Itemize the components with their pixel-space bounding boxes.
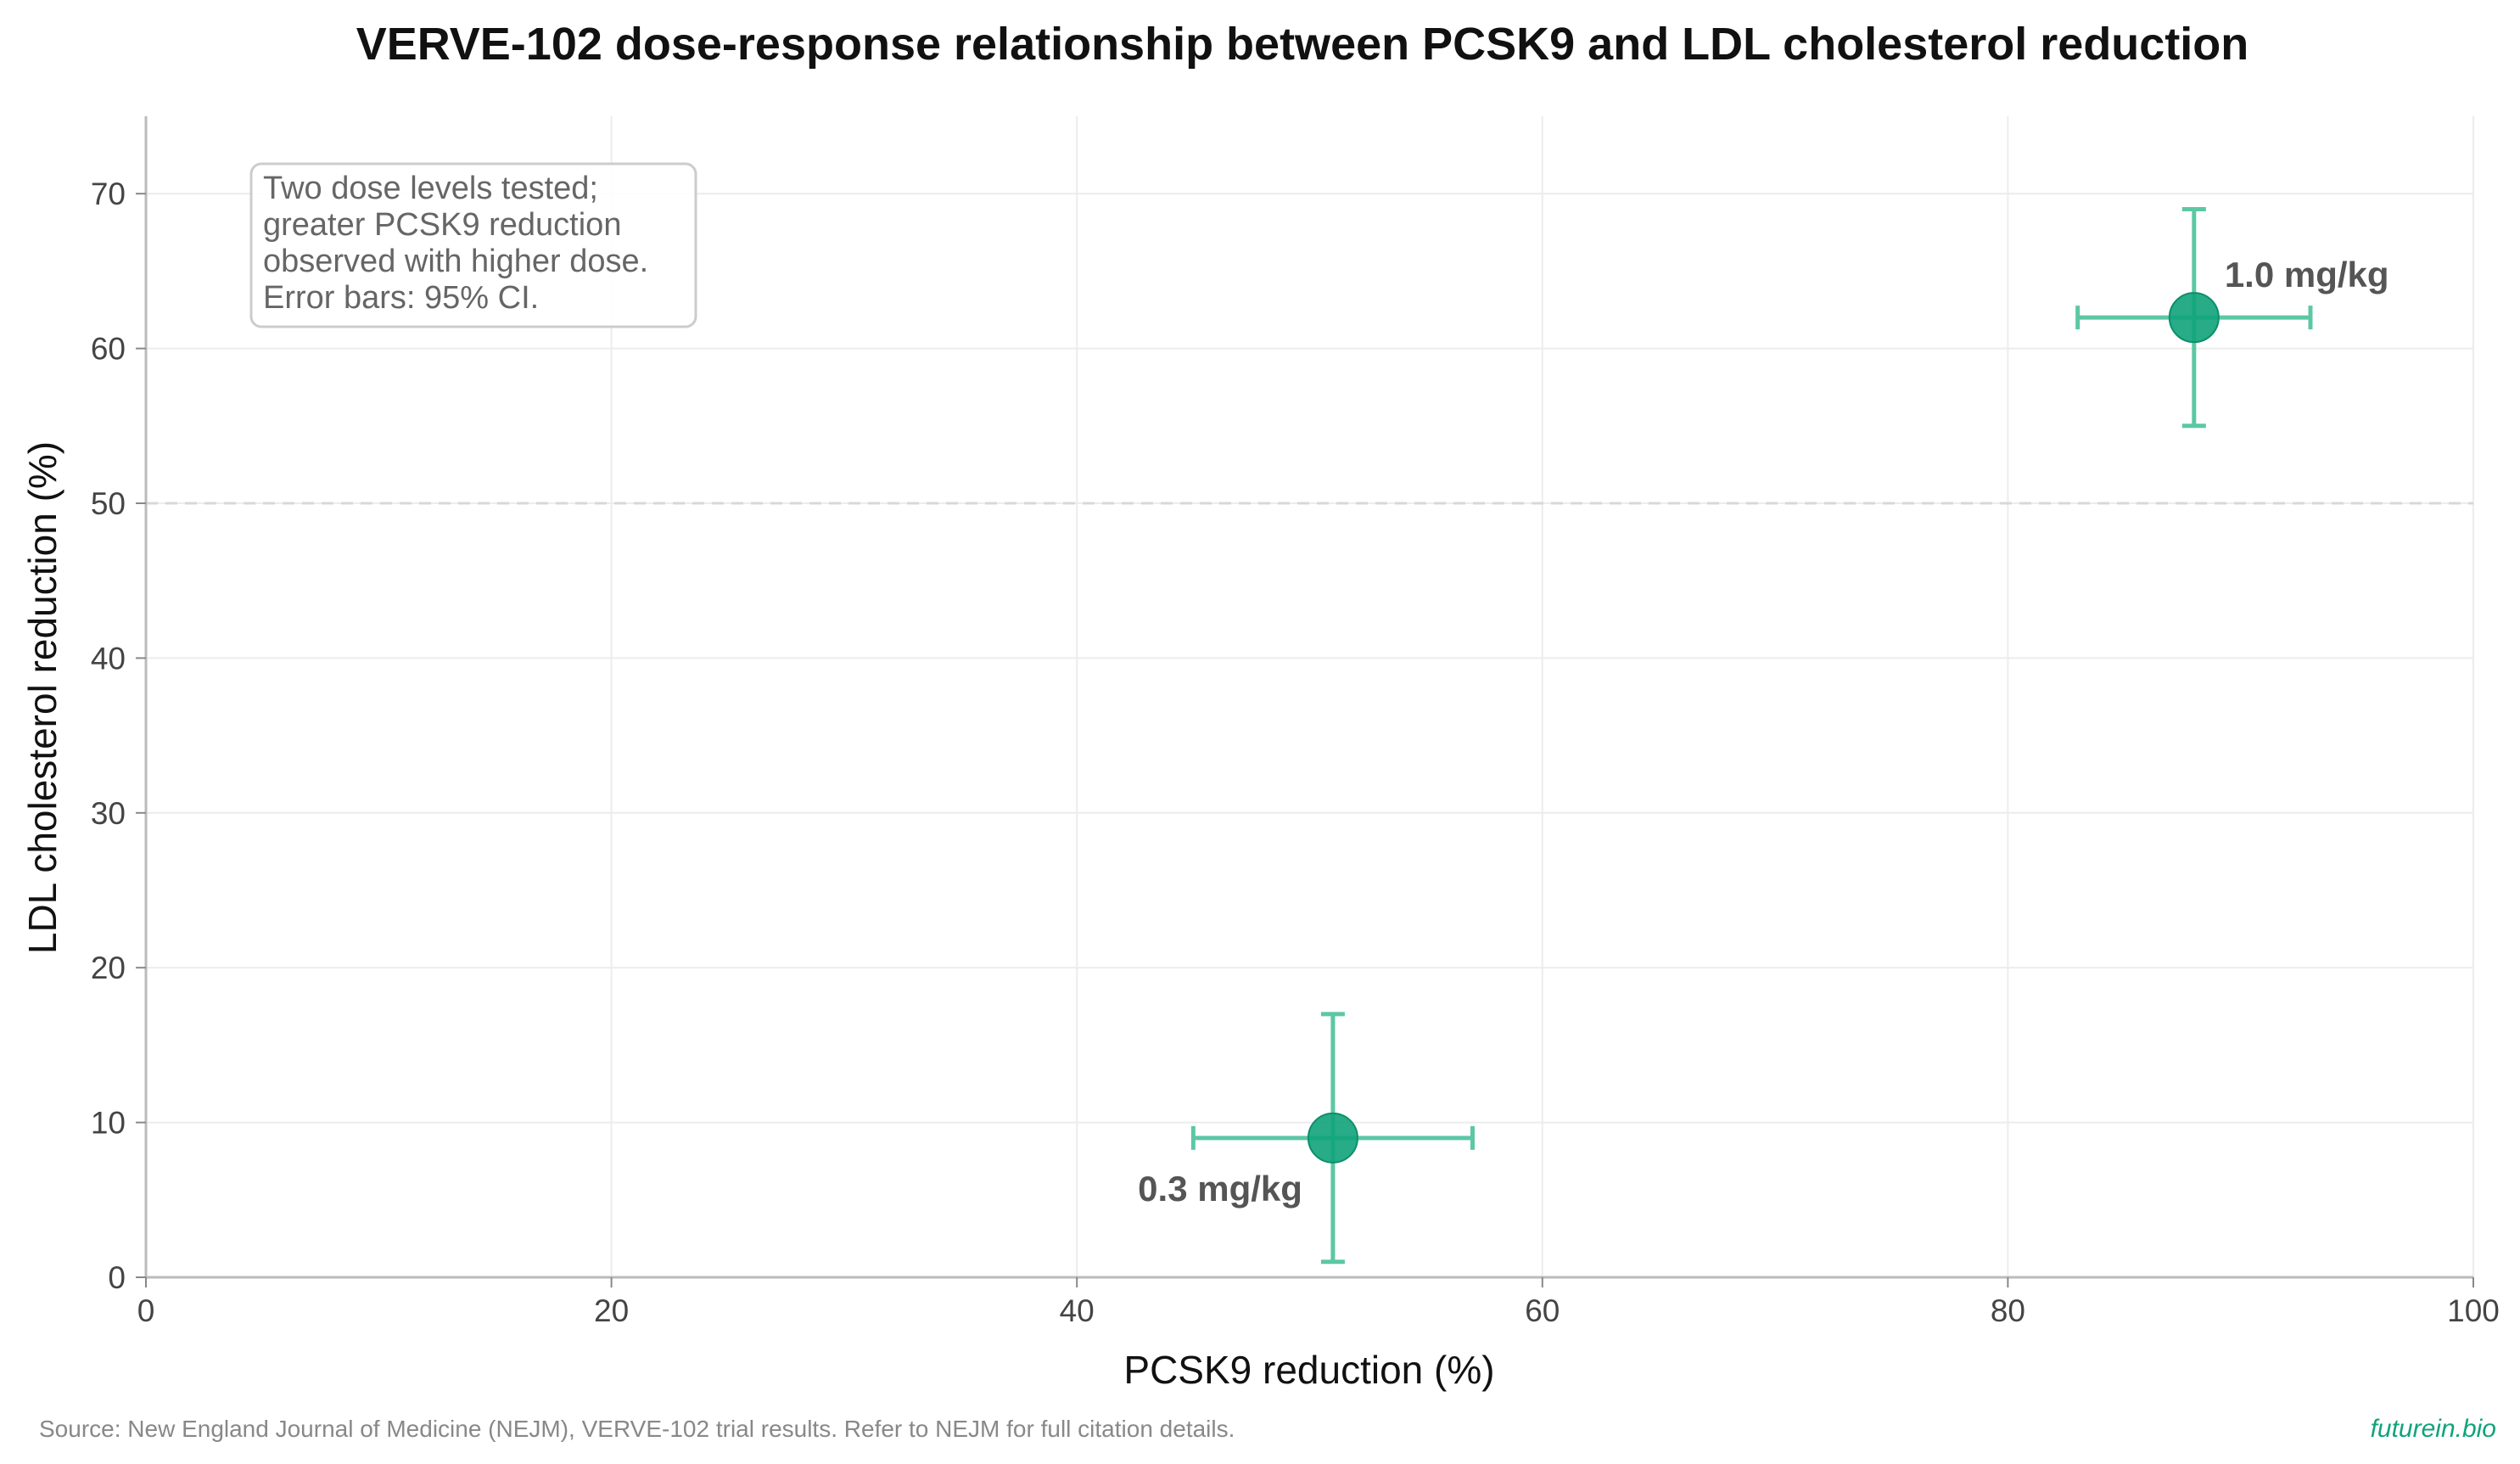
x-tick-label: 40 bbox=[1060, 1293, 1095, 1328]
x-tick-label: 60 bbox=[1525, 1293, 1560, 1328]
annotation-line: Two dose levels tested; bbox=[263, 171, 598, 206]
data-point-marker bbox=[1307, 1112, 1358, 1164]
axes bbox=[144, 116, 2473, 1279]
x-tick-label: 20 bbox=[594, 1293, 629, 1328]
data-point-group: 1.0 mg/kg bbox=[2075, 206, 2389, 429]
y-tick-label: 70 bbox=[91, 177, 126, 211]
data-point-label: 0.3 mg/kg bbox=[1138, 1169, 1302, 1209]
y-tick-label: 50 bbox=[91, 486, 126, 521]
data-point-marker bbox=[2168, 292, 2220, 344]
y-tick-label: 10 bbox=[91, 1106, 126, 1141]
y-tick-label: 60 bbox=[91, 332, 126, 367]
x-tick-label: 0 bbox=[137, 1293, 155, 1328]
y-tick-label: 0 bbox=[108, 1260, 126, 1295]
chart-title: VERVE-102 dose-response relationship bet… bbox=[356, 19, 2249, 70]
x-tick-label: 100 bbox=[2447, 1293, 2500, 1328]
y-axis-label: LDL cholesterol reduction (%) bbox=[20, 441, 64, 954]
annotation-frame bbox=[249, 162, 697, 328]
ticks: 0 20 40 60 80 100 0 10 20 30 40 50 60 70 bbox=[91, 177, 2500, 1328]
y-tick-label: 30 bbox=[91, 796, 126, 831]
y-tick-label: 20 bbox=[91, 951, 126, 985]
x-tick-label: 80 bbox=[1991, 1293, 2025, 1328]
annotation-line: observed with higher dose. bbox=[263, 244, 648, 279]
x-axis-label: PCSK9 reduction (%) bbox=[1123, 1348, 1494, 1392]
annotation-line: greater PCSK9 reduction bbox=[263, 207, 621, 243]
brand-link[interactable]: futurein.bio bbox=[2371, 1415, 2496, 1443]
annotation-line: Error bars: 95% CI. bbox=[263, 280, 539, 316]
source-note: Source: New England Journal of Medicine … bbox=[39, 1416, 1235, 1442]
y-tick-label: 40 bbox=[91, 641, 126, 676]
annotation-box: Two dose levels tested;greater PCSK9 red… bbox=[249, 162, 697, 328]
data-point-group: 0.3 mg/kg bbox=[1138, 1012, 1476, 1265]
data-point-label: 1.0 mg/kg bbox=[2225, 255, 2389, 294]
data-points: 0.3 mg/kg 1.0 mg/kg bbox=[1138, 206, 2389, 1265]
